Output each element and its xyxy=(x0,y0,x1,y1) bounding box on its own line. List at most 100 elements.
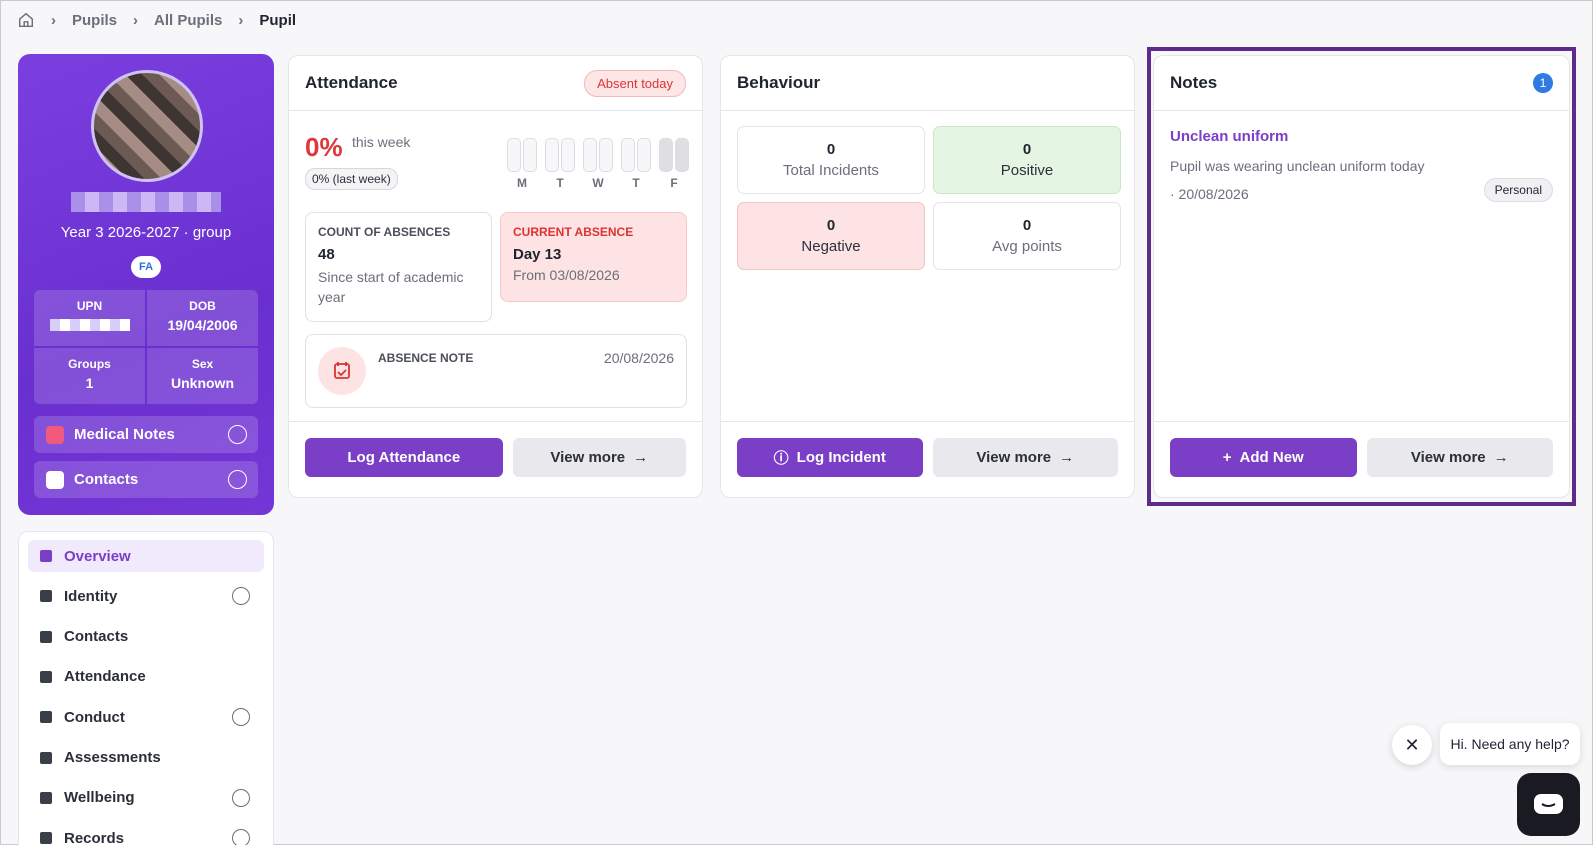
separator: › xyxy=(51,11,56,29)
stat-label: Avg points xyxy=(992,238,1062,255)
chat-close[interactable]: ✕ xyxy=(1392,725,1432,765)
note-title: Unclean uniform xyxy=(1170,128,1289,145)
view-more-button[interactable]: View more → xyxy=(932,438,1118,477)
log-incident-button[interactable]: ⓘ Log Incident xyxy=(737,438,923,477)
nav-label: Identity xyxy=(64,587,118,605)
separator: › xyxy=(238,11,244,29)
day-column: W xyxy=(583,138,613,190)
behaviour-card: Behaviour ⓘ Log Incident View more → 0 To… xyxy=(720,55,1135,498)
card-header: Notes 1 xyxy=(1154,56,1569,111)
nav-label: Overview xyxy=(64,547,131,565)
button-label: View more xyxy=(550,449,626,466)
day-column: F xyxy=(659,138,689,190)
card-label: COUNT OF ABSENCES xyxy=(318,225,451,239)
button-label: Log Incident xyxy=(796,449,886,466)
nav-item[interactable]: Conduct xyxy=(28,701,264,733)
accordion[interactable]: Medical Notes xyxy=(34,416,258,453)
day-label: F xyxy=(670,176,678,190)
note-label: ABSENCE NOTE xyxy=(378,351,474,365)
chevron xyxy=(228,425,247,444)
nav-item[interactable]: Overview xyxy=(28,540,264,572)
day-bar xyxy=(545,138,575,172)
nav-label: Records xyxy=(64,829,125,845)
half-day xyxy=(507,138,521,172)
log-attendance-button[interactable]: Log Attendance xyxy=(305,438,503,477)
half-day xyxy=(675,138,689,172)
nav-icon xyxy=(40,590,52,603)
notes-highlight xyxy=(1147,47,1576,506)
field-label: Groups xyxy=(68,357,111,371)
day-column: M xyxy=(507,138,537,190)
accordion-label: Contacts xyxy=(74,471,139,488)
crumb-link[interactable]: Pupils xyxy=(72,11,118,29)
stat-box: 0 Positive xyxy=(933,126,1121,194)
day-bar xyxy=(507,138,537,172)
note-icon xyxy=(318,347,366,395)
nav-label: Assessments xyxy=(64,749,161,766)
field-label: Sex xyxy=(191,357,214,371)
nav-item[interactable]: Records xyxy=(28,822,264,845)
nav-item[interactable]: Assessments xyxy=(28,742,264,774)
nav-label: Conduct xyxy=(64,708,125,726)
profile-field: UPN xyxy=(34,290,145,346)
accordions: Medical Notes Contacts xyxy=(34,416,258,506)
note-text: Pupil was wearing unclean uniform today xyxy=(1170,158,1425,174)
home-icon[interactable] xyxy=(17,11,35,29)
class-label: Year 3 2026-2027 · group xyxy=(60,224,232,241)
chevron xyxy=(228,470,247,489)
card-value: 48 xyxy=(318,246,335,263)
accordion[interactable]: Contacts xyxy=(34,461,258,498)
profile-card: Year 3 2026-2027 · group FA UPN DOB 19/04/… xyxy=(18,54,274,515)
half-day xyxy=(599,138,613,172)
card-title: Behaviour xyxy=(737,73,821,92)
nav-icon xyxy=(40,670,52,683)
card-label: CURRENT ABSENCE xyxy=(513,225,634,239)
notes-card: Notes 1 Unclean uniform Pupil was wearin… xyxy=(1153,55,1570,498)
day-bar xyxy=(621,138,651,172)
chat-bubble[interactable]: Hi. Need any help? xyxy=(1440,723,1580,765)
card-title: Notes xyxy=(1170,73,1218,92)
add-new-button[interactable]: + Add New xyxy=(1170,438,1357,477)
nav-icon xyxy=(40,550,52,562)
accordion-icon xyxy=(46,425,64,444)
day-label: M xyxy=(517,176,527,190)
card-actions: + Add New View more → xyxy=(1154,421,1569,497)
chevron xyxy=(232,788,250,807)
nav-item[interactable]: Wellbeing xyxy=(28,782,264,814)
profile-field: DOB 19/04/2006 xyxy=(147,290,258,346)
nav-icon xyxy=(40,832,52,845)
nav-icon xyxy=(40,791,52,804)
nav-icon xyxy=(40,751,52,764)
percent-caption: this week xyxy=(352,134,411,150)
breadcrumb: › Pupils › All Pupils › Pupil xyxy=(17,11,296,29)
day-label: W xyxy=(592,176,604,190)
field-value: 1 xyxy=(85,375,94,391)
nav-item[interactable]: Attendance xyxy=(28,661,264,693)
day-label: T xyxy=(632,176,640,190)
note-tag: Personal xyxy=(1483,178,1553,202)
chevron xyxy=(232,829,250,845)
absence-note: ABSENCE NOTE 20/08/2026 xyxy=(305,334,687,408)
card-header: Behaviour xyxy=(721,56,1134,111)
field-value: 19/04/2006 xyxy=(167,317,238,333)
nav-item[interactable]: Identity xyxy=(28,580,264,612)
stat-label: Negative xyxy=(801,238,861,255)
view-more-button[interactable]: View more → xyxy=(512,438,686,477)
card-header: Attendance Absent today xyxy=(289,56,702,111)
stat-label: Total Incidents xyxy=(783,162,879,179)
note-date: · 20/08/2026 xyxy=(1170,186,1249,202)
half-day xyxy=(545,138,559,172)
accordion-label: Medical Notes xyxy=(74,426,175,443)
separator: › xyxy=(133,11,139,29)
stat-value: 0 xyxy=(1022,217,1032,234)
profile-field: Sex Unknown xyxy=(147,348,258,404)
crumb-link[interactable]: All Pupils xyxy=(154,11,223,29)
chat-button[interactable] xyxy=(1517,773,1580,836)
note-item[interactable]: Unclean uniform Pupil was wearing unclea… xyxy=(1170,128,1553,208)
side-nav: Overview Identity Contacts Attendance Conduc… xyxy=(18,531,274,845)
view-more-button[interactable]: View more → xyxy=(1366,438,1553,477)
nav-item[interactable]: Contacts xyxy=(28,621,264,653)
nav-label: Contacts xyxy=(64,628,129,646)
half-day xyxy=(561,138,575,172)
